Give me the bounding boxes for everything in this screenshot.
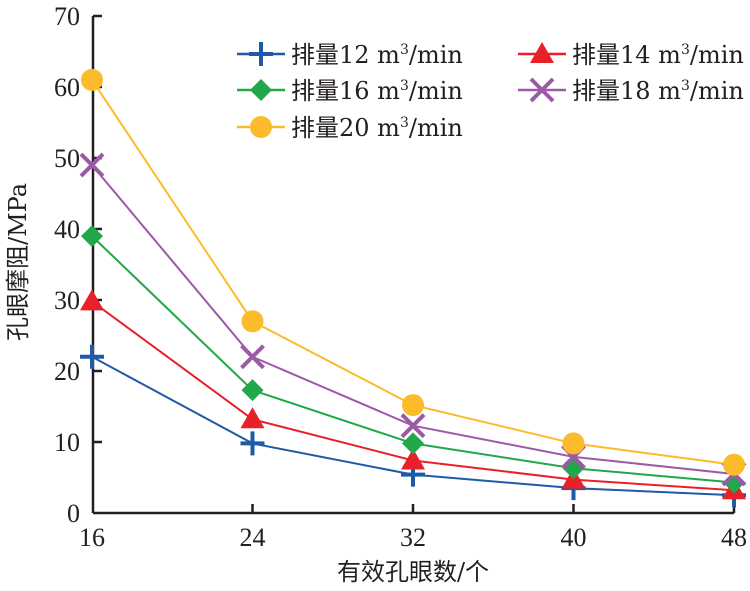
data-point-diamond [562,457,585,480]
x-tick-label: 24 [240,523,266,552]
legend-label: 排量16 m3/min [291,77,463,105]
legend-label-superscript: 3 [400,78,409,94]
x-tick-label: 48 [721,523,747,552]
legend-item: 排量16 m3/min [237,77,463,105]
y-tick-label: 20 [54,357,80,386]
legend-marker-diamond [250,79,272,101]
legend-label-unit: /min [690,77,744,105]
data-point-circle [723,453,745,476]
data-point-triangle [401,448,425,470]
data-point-circle [562,432,585,455]
data-point-circle [241,310,264,333]
x-ticks: 16 24 32 40 48 [79,504,747,552]
data-point-circle [402,394,424,417]
y-ticks: 0 10 20 30 40 50 60 70 [54,2,102,528]
series-layer [79,68,747,508]
legend-label-superscript: 3 [400,42,409,58]
y-tick-label: 10 [54,428,80,457]
data-point-diamond [81,225,103,248]
x-tick-label: 32 [400,523,426,552]
legend-label-unit: /min [409,41,463,69]
data-point-circle [81,68,103,91]
legend-label-text: 排量16 m [291,77,400,105]
legend-marker-cross [529,77,555,103]
legend-label: 排量18 m3/min [572,77,744,105]
data-point-triangle [240,407,265,429]
x-axis-title: 有效孔眼数/个 [337,558,489,586]
legend-item: 排量20 m3/min [237,114,463,142]
legend-label: 排量12 m3/min [291,41,463,69]
data-point-diamond [241,379,264,402]
legend-marker-triangle [530,42,554,63]
legend-marker-circle [250,116,272,138]
legend-label-text: 排量14 m [572,41,681,69]
legend-label-unit: /min [409,114,463,142]
y-tick-label: 30 [54,286,80,315]
data-point-triangle [80,289,104,311]
legend-marker-plus [249,42,273,66]
data-point-cross [400,413,426,439]
y-tick-label: 40 [54,215,80,244]
legend-label-superscript: 3 [681,42,690,58]
legend-item: 排量12 m3/min [237,41,463,69]
legend-label-text: 排量20 m [291,114,400,142]
data-point-plus [80,344,104,369]
legend-label: 排量14 m3/min [572,41,744,69]
series-5-markers [81,68,745,476]
x-tick-label: 16 [79,523,105,552]
legend-item: 排量18 m3/min [518,77,744,105]
legend-label-text: 排量12 m [291,41,400,69]
y-axis-title: 孔眼摩阻/MPa [4,183,32,341]
x-tick-label: 40 [561,523,587,552]
legend-label-unit: /min [409,77,463,105]
data-point-cross [240,344,265,370]
data-point-diamond [402,432,424,455]
legend-label: 排量20 m3/min [291,114,463,142]
y-tick-label: 60 [54,73,80,102]
data-point-cross [79,152,105,178]
y-tick-label: 70 [54,2,80,31]
legend-item: 排量14 m3/min [518,41,744,69]
legend-label-text: 排量18 m [572,77,681,105]
y-tick-label: 0 [67,499,80,528]
legend-label-superscript: 3 [681,78,690,94]
y-tick-label: 50 [54,144,80,173]
legend-label-superscript: 3 [400,115,409,131]
data-point-plus [240,431,265,456]
legend-label-unit: /min [690,41,744,69]
